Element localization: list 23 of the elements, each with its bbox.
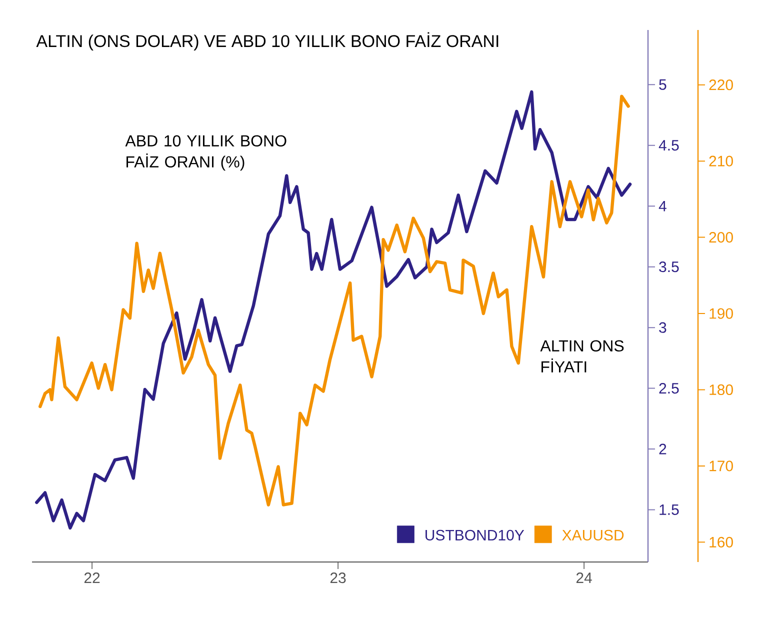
annotation: ALTIN ONS FİYATI xyxy=(540,340,624,372)
y2-tick-label: 180 xyxy=(710,384,733,396)
y-tick-label: 4 xyxy=(658,200,666,212)
x-tick-label: 24 xyxy=(576,572,592,583)
y2-tick-label: 210 xyxy=(709,156,733,166)
legend-label: USTBOND10Y xyxy=(426,530,524,540)
annotation: ABD 10 YILLIK BONO FAİZ ORANI (%) xyxy=(125,135,286,171)
legend-label: XAUUSD xyxy=(562,530,624,540)
y2-tick-label: 160 xyxy=(710,536,733,548)
y2-tick-label: 190 xyxy=(710,308,733,319)
y2-tick-label: 170 xyxy=(710,460,733,472)
y-tick-label: 3 xyxy=(659,322,666,333)
x-tick-label: 23 xyxy=(330,572,346,584)
y-tick-label: 2 xyxy=(659,444,666,454)
chart-title: ALTIN (ONS DOLAR) VE ABD 10 YILLIK BONO FAİZ ORANI xyxy=(36,32,498,50)
x-tick-label: 22 xyxy=(84,572,100,583)
y-tick-label: 1.5 xyxy=(660,504,679,515)
y2-tick-label: 220 xyxy=(709,80,733,90)
y2-tick-label: 200 xyxy=(709,232,733,243)
y-tick-label: 3.5 xyxy=(659,262,679,272)
y-tick-label: 4.5 xyxy=(658,140,679,151)
y-tick-label: 5 xyxy=(659,79,666,90)
y-tick-label: 2.5 xyxy=(659,382,679,394)
